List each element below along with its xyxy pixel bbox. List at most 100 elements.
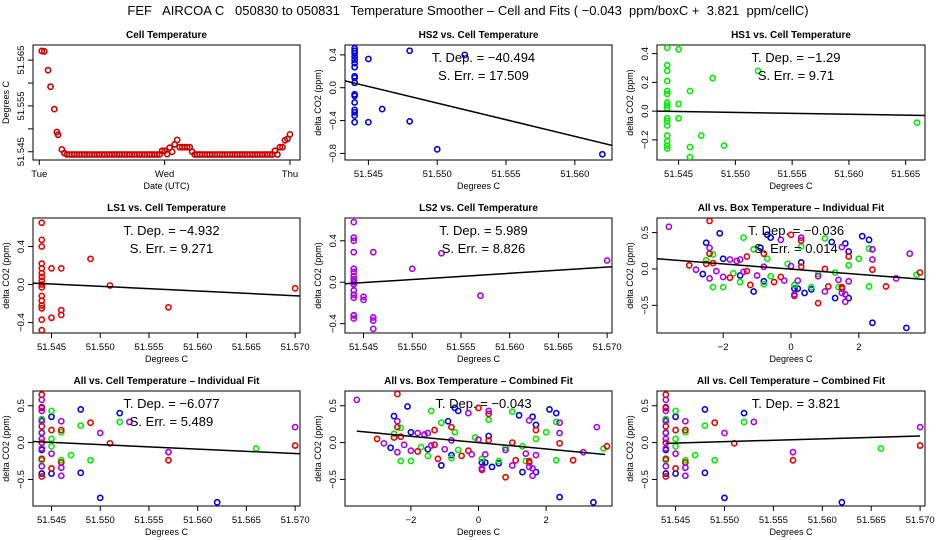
data-point-ls1	[414, 448, 422, 455]
data-point-hs1	[681, 428, 689, 436]
data-point-hs1	[427, 407, 435, 415]
data-point-ls1	[38, 219, 46, 227]
y-tick-label: −0.4	[328, 111, 339, 130]
data-point-ls2	[350, 280, 358, 288]
fit-line	[356, 430, 606, 456]
data-point-ls1	[291, 442, 299, 449]
x-tick-label: 51.545	[661, 515, 690, 526]
data-point-ls2	[502, 446, 509, 454]
data-point-hs2	[699, 270, 707, 278]
data-point-ls2	[665, 223, 673, 231]
x-axis-label: Degrees C	[145, 527, 189, 537]
data-point-hs1	[663, 77, 671, 85]
data-point-ls2	[814, 272, 822, 280]
data-point-hs1	[763, 255, 771, 263]
data-point-hs1	[675, 114, 682, 122]
data-point-hs1	[663, 67, 671, 75]
panel-title: Cell Temperature	[126, 30, 207, 41]
data-point-ls2	[350, 311, 358, 319]
x-tick-label: −2	[405, 515, 416, 526]
data-point-ls2	[407, 447, 415, 455]
data-point-hs2	[48, 413, 55, 421]
data-point-hs1	[57, 428, 65, 436]
data-point-hs2	[407, 428, 415, 436]
data-point-hs2	[461, 51, 469, 59]
data-point-cell	[158, 147, 166, 155]
data-point-hs1	[48, 407, 55, 415]
x-axis-label: Degrees C	[457, 527, 501, 537]
data-point-ls2	[753, 272, 761, 279]
data-point-ls1	[165, 456, 172, 464]
data-point-ls2	[369, 317, 377, 324]
y-axis-label: delta CO2 (ppm)	[1, 242, 11, 309]
data-point-ls2	[438, 249, 445, 257]
data-point-hs1	[790, 281, 798, 289]
y-tick-label: 0.0	[640, 436, 651, 449]
plot-area	[33, 391, 300, 506]
data-point-hs1	[478, 455, 486, 463]
data-point-ls2	[38, 429, 46, 437]
data-point-cell	[173, 136, 181, 144]
fit-line	[665, 435, 921, 445]
data-point-hs1	[877, 445, 885, 452]
data-point-hs2	[77, 406, 85, 413]
data-point-ls1	[87, 255, 94, 263]
data-point-ls2	[835, 276, 842, 284]
data-point-hs2	[598, 150, 606, 158]
x-tick-label: 51.560	[560, 169, 589, 180]
x-tick-label: 51.560	[183, 342, 212, 353]
data-point-cell	[183, 143, 191, 151]
x-tick-label: 0	[788, 342, 793, 353]
data-point-ls2	[719, 273, 727, 281]
data-point-hs1	[542, 428, 550, 436]
data-point-hs1	[729, 269, 737, 277]
data-point-ls1	[797, 263, 805, 271]
data-point-ls2	[48, 450, 55, 458]
data-point-hs1	[448, 454, 455, 462]
data-point-ls2	[740, 268, 747, 276]
data-point-ls2	[350, 268, 358, 276]
data-point-ls2	[477, 292, 484, 300]
data-point-hs1	[451, 428, 459, 436]
data-point-hs2	[488, 463, 496, 471]
data-point-hs2	[869, 319, 876, 327]
data-point-hs2	[529, 413, 536, 421]
data-point-hs2	[552, 409, 560, 417]
data-point-hs2	[364, 55, 372, 63]
x-tick-label: 51.545	[37, 342, 66, 353]
data-point-ls1	[702, 260, 710, 268]
y-tick-label: −0.5	[640, 470, 651, 489]
data-point-hs1	[750, 245, 758, 253]
x-tick-label: 51.570	[593, 342, 622, 353]
x-tick-label: 51.565	[232, 342, 261, 353]
data-point-ls2	[408, 265, 416, 273]
figure-title: FEF AIRCOA C 050830 to 050831 Temperatur…	[127, 3, 809, 18]
panel-3: HS1 vs. Cell Temperature 51.545 51.550 51.5…	[625, 30, 926, 191]
panel-5: LS2 vs. Cell Temperature 51.545 51.550 51.5…	[313, 203, 622, 364]
y-tick-label: −0.5	[328, 470, 339, 489]
temp-dependence-label: T. Dep. = −0.036	[748, 223, 844, 238]
data-point-cell	[286, 130, 294, 138]
data-point-cell	[279, 143, 286, 151]
data-point-ls2	[726, 256, 734, 263]
data-point-hs2	[750, 288, 758, 295]
data-point-ls2	[464, 409, 472, 417]
x-axis-label: Degrees C	[769, 527, 813, 537]
temp-dependence-label: T. Dep. = −4.932	[123, 223, 219, 238]
y-tick-label: 0.5	[328, 399, 339, 412]
data-point-ls2	[603, 257, 611, 264]
data-point-hs1	[807, 283, 815, 291]
data-point-ls2	[350, 272, 358, 280]
data-point-hs2	[351, 49, 359, 57]
data-point-ls2	[593, 423, 601, 431]
data-point-ls2	[57, 472, 65, 480]
data-point-hs1	[522, 457, 530, 465]
data-point-ls1	[38, 281, 46, 288]
data-point-ls1	[797, 237, 805, 244]
data-point-ls2	[525, 463, 533, 471]
x-tick-label: 51.550	[86, 515, 115, 526]
y-tick-label: 0.4	[328, 48, 339, 61]
y-tick-label: 51.545	[16, 137, 27, 166]
data-point-ls1	[760, 250, 768, 258]
data-point-hs1	[672, 435, 679, 443]
